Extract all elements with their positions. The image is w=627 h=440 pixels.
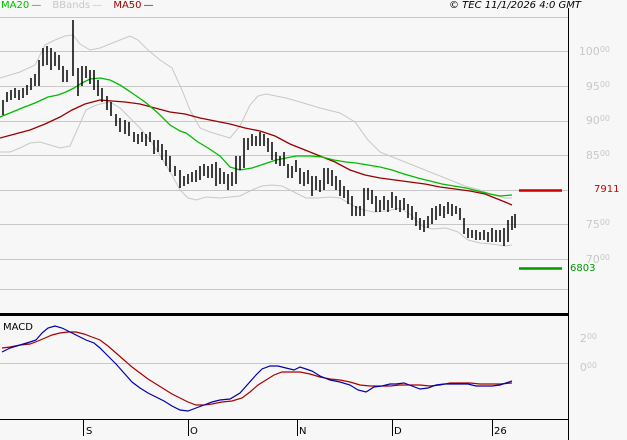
support-label: 6803 xyxy=(570,263,596,274)
x-axis-label-oct: O xyxy=(190,426,198,437)
legend-bbands: BBands xyxy=(52,0,91,11)
price-axis-label-10000: 10000 xyxy=(578,45,610,58)
chart-legend: MA20— BBands — MA50— xyxy=(1,0,162,12)
macd-axis-label-0: 000 xyxy=(579,361,597,374)
x-axis-label-sep: S xyxy=(86,426,93,437)
ma50-line xyxy=(0,99,513,206)
price-axis-label-7000: 7000 xyxy=(585,253,610,266)
legend-ma50-swatch: — xyxy=(143,0,154,11)
x-axis-label-nov: N xyxy=(299,426,307,437)
price-axis-label-9000: 9000 xyxy=(585,114,610,127)
price-axis-label-7500: 7500 xyxy=(585,218,610,231)
x-axis-label-jan26: 26 xyxy=(494,426,507,437)
x-axis-ticks xyxy=(83,420,493,436)
price-axis-label-8500: 8500 xyxy=(585,149,610,162)
macd-signal-line xyxy=(1,331,513,406)
macd-axis-label-200: 200 xyxy=(579,332,597,345)
legend-ma20-swatch: — xyxy=(31,0,42,11)
resistance-label: 7911 xyxy=(594,184,620,195)
copyright-timestamp: © TEC 11/1/2026 4:0 GMT xyxy=(449,0,581,11)
legend-ma20: MA20 xyxy=(1,0,30,11)
x-axis-label-dec: D xyxy=(394,426,402,437)
bband-upper xyxy=(0,34,512,199)
macd-line xyxy=(1,325,513,412)
bband-lower xyxy=(0,101,513,247)
legend-bbands-swatch: — xyxy=(92,0,103,11)
legend-ma50: MA50 xyxy=(113,0,142,11)
price-bars xyxy=(2,20,516,246)
price-axis-label-9500: 9500 xyxy=(585,80,610,93)
macd-title: MACD xyxy=(3,322,33,333)
